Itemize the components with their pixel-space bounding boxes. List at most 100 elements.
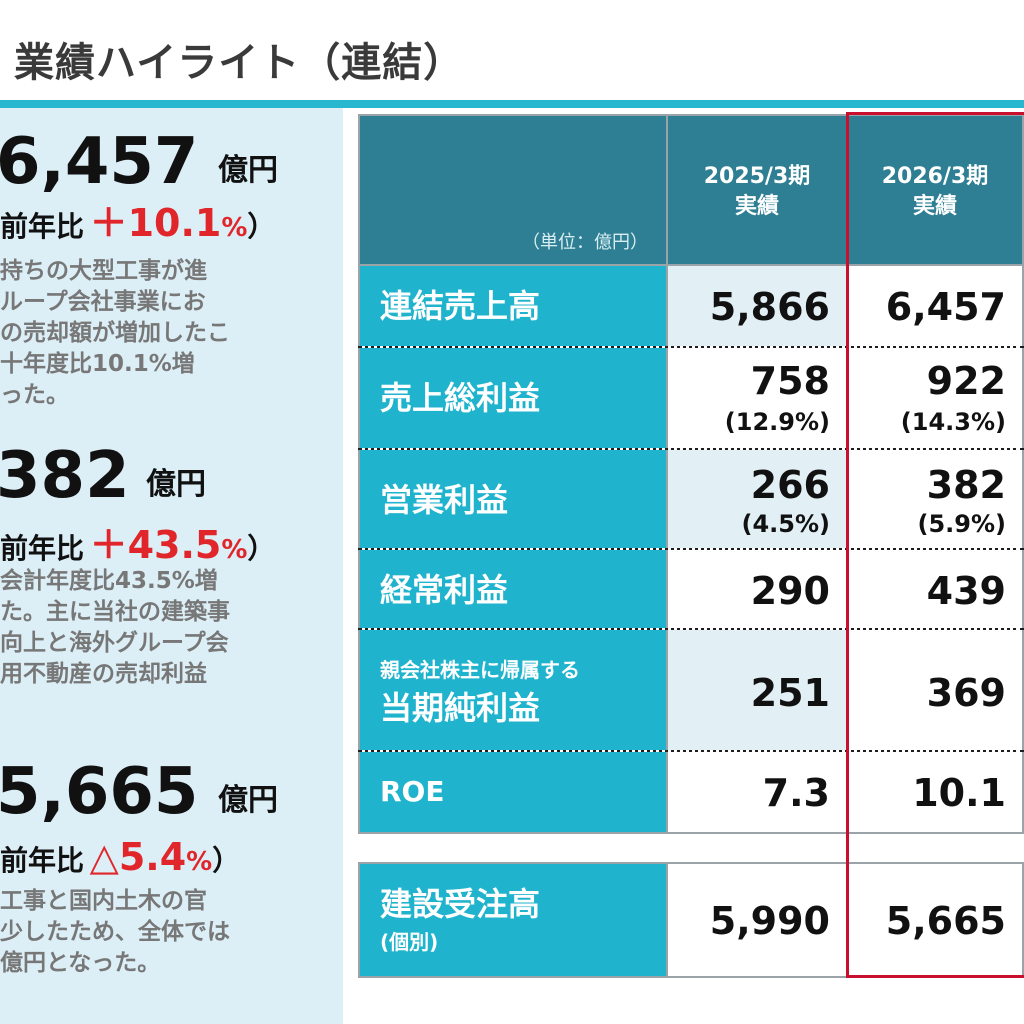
row-label: ROE bbox=[380, 775, 445, 808]
cell-value: 266 bbox=[750, 463, 830, 507]
summary-op-desc: 会計年度比43.5%増 た。主に当社の建築事 向上と海外グループ会 用不動産の売… bbox=[0, 566, 343, 690]
cell-value: 5,665 bbox=[885, 899, 1006, 943]
desc-line: 十年度比10.1%増 bbox=[0, 351, 195, 377]
desc-line: 会計年度比43.5%増 bbox=[0, 568, 218, 594]
cell-gross-fy2025: 758 (12.9%) bbox=[668, 348, 848, 448]
summary-orders-ratio-pct: % bbox=[186, 847, 213, 877]
row-divider bbox=[358, 862, 1024, 864]
table-row-label-net: 親会社株主に帰属する 当期純利益 bbox=[358, 630, 668, 750]
cell-sales-fy2025: 5,866 bbox=[668, 266, 848, 346]
summary-op-ratio-pct: % bbox=[221, 535, 248, 565]
desc-line: た。主に当社の建築事 bbox=[0, 599, 230, 625]
summary-orders-value: 5,665 bbox=[0, 755, 199, 829]
cell-value: 10.1 bbox=[912, 771, 1006, 815]
summary-orders-ratio-close: ） bbox=[212, 844, 241, 877]
cell-orders-fy2026: 5,665 bbox=[848, 864, 1024, 976]
summary-orders-ratio-value: △5.4 bbox=[89, 835, 187, 879]
desc-line: 持ちの大型工事が進 bbox=[0, 258, 207, 284]
summary-orders-ratio: 前年比 △5.4%） bbox=[0, 838, 240, 876]
header-period: 2025/3期 bbox=[703, 164, 811, 189]
header-kind: 実績 bbox=[734, 194, 779, 219]
summary-panel: 6,457 億円 前年比 ＋10.1%） 持ちの大型工事が進 ループ会社事業にお… bbox=[0, 108, 343, 1024]
cell-margin: (4.5%) bbox=[741, 510, 831, 538]
summary-sales-ratio: 前年比 ＋10.1%） bbox=[0, 204, 275, 242]
cell-net-fy2026: 369 bbox=[848, 630, 1024, 750]
table-row-label-roe: ROE bbox=[358, 752, 668, 832]
header-kind: 実績 bbox=[912, 194, 957, 219]
row-divider bbox=[358, 346, 1024, 349]
row-label: 営業利益 bbox=[380, 481, 509, 519]
cell-value: 6,457 bbox=[885, 285, 1006, 329]
table-header-fy2025: 2025/3期 実績 bbox=[668, 114, 848, 266]
header-period: 2026/3期 bbox=[881, 164, 989, 189]
desc-line: 少したため、全体では bbox=[0, 919, 230, 945]
cell-ordinary-fy2025: 290 bbox=[668, 550, 848, 628]
table-unit-label: （単位：億円） bbox=[522, 232, 648, 253]
page-title: 業績ハイライト（連結） bbox=[14, 40, 465, 86]
cell-margin: (14.3%) bbox=[900, 408, 1006, 436]
desc-line: の売却額が増加したこ bbox=[0, 320, 230, 346]
summary-op-value: 382 bbox=[0, 439, 130, 513]
summary-sales-ratio-pct: % bbox=[221, 213, 248, 243]
cell-value: 382 bbox=[926, 463, 1006, 507]
cell-roe-fy2026: 10.1 bbox=[848, 752, 1024, 832]
row-divider bbox=[358, 832, 1024, 834]
summary-op-ratio: 前年比 ＋43.5%） bbox=[0, 526, 275, 564]
summary-sales-ratio-value: ＋10.1 bbox=[89, 201, 222, 245]
desc-line: 億円となった。 bbox=[0, 950, 161, 976]
summary-sales-desc: 持ちの大型工事が進 ループ会社事業にお の売却額が増加したこ 十年度比10.1%… bbox=[0, 256, 343, 411]
row-label: 建設受注高 bbox=[380, 885, 541, 923]
desc-line: 用不動産の売却利益 bbox=[0, 661, 207, 687]
cell-ordinary-fy2026: 439 bbox=[848, 550, 1024, 628]
desc-line: 向上と海外グループ会 bbox=[0, 630, 229, 656]
cell-sales-fy2026: 6,457 bbox=[848, 266, 1024, 346]
cell-orders-fy2025: 5,990 bbox=[668, 864, 848, 976]
cell-op-fy2025: 266 (4.5%) bbox=[668, 450, 848, 548]
summary-orders-desc: 工事と国内土木の官 少したため、全体では 億円となった。 bbox=[0, 886, 343, 979]
summary-sales-ratio-close: ） bbox=[247, 210, 276, 243]
table-row-label-ordinary: 経常利益 bbox=[358, 550, 668, 628]
desc-line: 工事と国内土木の官 bbox=[0, 888, 207, 914]
summary-op-unit: 億円 bbox=[146, 467, 206, 502]
cell-value: 251 bbox=[750, 671, 830, 715]
cell-gross-fy2026: 922 (14.3%) bbox=[848, 348, 1024, 448]
cell-net-fy2025: 251 bbox=[668, 630, 848, 750]
cell-value: 922 bbox=[926, 359, 1006, 403]
cell-margin: (5.9%) bbox=[917, 510, 1007, 538]
summary-op-ratio-value: ＋43.5 bbox=[89, 523, 222, 567]
row-sublabel: (個別) bbox=[380, 930, 439, 954]
desc-line: ループ会社事業にお bbox=[0, 289, 206, 315]
cell-roe-fy2025: 7.3 bbox=[668, 752, 848, 832]
title-underline bbox=[0, 100, 1024, 108]
summary-orders-unit: 億円 bbox=[218, 783, 278, 818]
table-header-fy2026: 2026/3期 実績 bbox=[848, 114, 1024, 266]
row-divider bbox=[358, 628, 1024, 631]
row-label: 当期純利益 bbox=[380, 689, 541, 727]
table-header-label-cell: （単位：億円） bbox=[358, 114, 668, 266]
row-sublabel: 親会社株主に帰属する bbox=[380, 658, 580, 682]
row-divider bbox=[358, 548, 1024, 551]
summary-op-ratio-label: 前年比 bbox=[0, 532, 85, 565]
table-row-label-gross: 売上総利益 bbox=[358, 348, 668, 448]
table-row-label-orders: 建設受注高 (個別) bbox=[358, 864, 668, 976]
cell-value: 5,990 bbox=[709, 899, 830, 943]
row-divider bbox=[358, 976, 1024, 978]
row-label: 売上総利益 bbox=[380, 379, 541, 417]
cell-value: 758 bbox=[750, 359, 830, 403]
row-label: 連結売上高 bbox=[380, 287, 541, 325]
row-divider bbox=[358, 750, 1024, 753]
table-row-label-sales: 連結売上高 bbox=[358, 266, 668, 346]
cell-margin: (12.9%) bbox=[724, 408, 830, 436]
cell-op-fy2026: 382 (5.9%) bbox=[848, 450, 1024, 548]
cell-value: 369 bbox=[926, 671, 1006, 715]
cell-value: 5,866 bbox=[709, 285, 830, 329]
row-label: 経常利益 bbox=[380, 571, 509, 609]
table-row-label-op: 営業利益 bbox=[358, 450, 668, 548]
summary-op-ratio-close: ） bbox=[247, 532, 276, 565]
cell-value: 439 bbox=[926, 569, 1006, 613]
desc-line: った。 bbox=[0, 382, 69, 408]
row-divider bbox=[358, 448, 1024, 451]
cell-value: 290 bbox=[750, 569, 830, 613]
summary-sales-unit: 億円 bbox=[218, 153, 278, 188]
summary-orders-ratio-label: 前年比 bbox=[0, 844, 85, 877]
